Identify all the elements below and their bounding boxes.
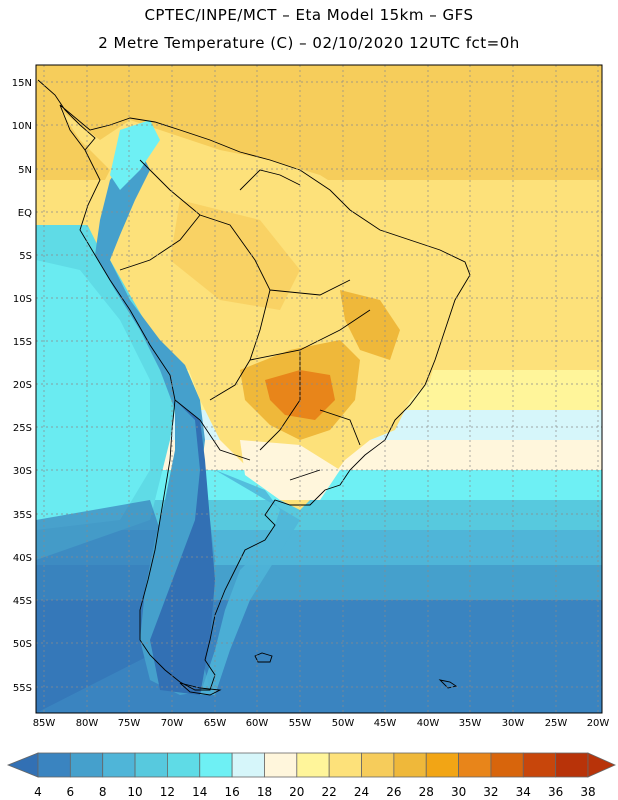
temperature-colorbar: 4 6 8 10 12 14 16 18 20 22 24 26 28 30 32 34 36 38 <box>6 752 616 799</box>
colorbar-swatch <box>425 752 459 778</box>
graticule <box>36 65 602 713</box>
coastlines <box>37 79 471 696</box>
central-america-coast <box>37 79 96 151</box>
lat-label: 10S <box>13 294 32 305</box>
colorbar-swatch <box>393 752 427 778</box>
colorbar-label: 26 <box>386 785 401 799</box>
falkland-islands <box>254 652 273 663</box>
pampas-mild <box>240 440 340 500</box>
hot-east <box>340 290 400 360</box>
colorbar-label: 28 <box>419 785 434 799</box>
colorbar-label: 38 <box>580 785 595 799</box>
lon-label: 20W <box>587 718 610 729</box>
colorbar-label: 14 <box>192 785 207 799</box>
colorbar-label: 18 <box>257 785 272 799</box>
temperature-field <box>36 65 602 713</box>
north-andes-cold <box>110 120 160 190</box>
lat-label: 5N <box>18 165 32 176</box>
colorbar-arrow-high <box>587 752 616 778</box>
lon-label: 25W <box>545 718 568 729</box>
colorbar-label: 8 <box>99 785 107 799</box>
lat-label: 30S <box>13 466 32 477</box>
colorbar-arrow-low <box>6 752 39 778</box>
lat-label: 15N <box>12 78 32 89</box>
lon-label: 35W <box>459 718 482 729</box>
colorbar-swatch <box>69 752 104 778</box>
lon-label: 70W <box>161 718 184 729</box>
map-title-line1: CPTEC/INPE/MCT – Eta Model 15km – GFS <box>144 6 474 24</box>
colorbar-label: 34 <box>516 785 531 799</box>
colorbar-label: 4 <box>34 785 42 799</box>
country-borders <box>119 159 371 481</box>
latitude-labels: 15N 10N 5N EQ 5S 10S 15S 20S 25S 30S 35S… <box>12 78 32 694</box>
map-frame <box>35 64 603 714</box>
colorbar-label: 30 <box>451 785 466 799</box>
lat-label: 55S <box>13 683 32 694</box>
colorbar-swatch <box>328 752 362 778</box>
colorbar-swatch <box>458 752 492 778</box>
lon-label: 60W <box>246 718 269 729</box>
colorbar-swatch <box>264 752 298 778</box>
colorbar-label: 22 <box>322 785 337 799</box>
lon-label: 85W <box>33 718 56 729</box>
colorbar-swatch <box>37 752 71 778</box>
colorbar-label: 20 <box>289 785 304 799</box>
colorbar-swatch <box>199 752 233 778</box>
colorbar-swatch <box>134 752 168 778</box>
longitude-labels: 85W 80W 75W 70W 65W 60W 55W 50W 45W 40W … <box>33 718 610 729</box>
lat-label: 15S <box>13 337 32 348</box>
lat-label: 10N <box>12 121 32 132</box>
lon-label: 50W <box>332 718 355 729</box>
colorbar-label: 32 <box>483 785 498 799</box>
colorbar-label: 12 <box>160 785 175 799</box>
lon-label: 65W <box>204 718 227 729</box>
south-america-coast <box>59 104 471 691</box>
pacific-cold-south <box>36 500 170 713</box>
lon-label: 55W <box>289 718 312 729</box>
lat-label: 20S <box>13 380 32 391</box>
lat-label: 35S <box>13 510 32 521</box>
colorbar-swatch <box>102 752 136 778</box>
lon-label: 40W <box>417 718 440 729</box>
warm-amazon <box>170 200 300 310</box>
map-title-line2: 2 Metre Temperature (C) – 02/10/2020 12U… <box>98 34 520 52</box>
colorbar-swatch <box>555 752 589 778</box>
lat-label: EQ <box>18 208 32 219</box>
patagonia-cool <box>200 470 300 695</box>
lon-label: 80W <box>76 718 99 729</box>
lat-label: 25S <box>13 423 32 434</box>
colorbar-label: 10 <box>127 785 142 799</box>
colorbar-swatch <box>490 752 524 778</box>
colorbar-label: 6 <box>67 785 75 799</box>
pacific-cool-inner <box>36 260 150 530</box>
lat-label: 45S <box>13 596 32 607</box>
colorbar-label: 24 <box>354 785 369 799</box>
colorbar-swatch <box>522 752 557 778</box>
colorbar-label: 36 <box>548 785 563 799</box>
lon-label: 45W <box>374 718 397 729</box>
lat-label: 50S <box>13 639 32 650</box>
lat-label: 40S <box>13 553 32 564</box>
lon-label: 30W <box>502 718 525 729</box>
andes-colder <box>150 400 215 695</box>
colorbar-swatch <box>167 752 201 778</box>
colorbar-swatch <box>361 752 395 778</box>
colorbar-swatch <box>231 752 265 778</box>
colorbar-swatch <box>296 752 330 778</box>
colorbar-label: 16 <box>224 785 239 799</box>
lon-label: 75W <box>118 718 141 729</box>
caribbean-island <box>438 679 458 689</box>
lat-label: 5S <box>19 251 32 262</box>
